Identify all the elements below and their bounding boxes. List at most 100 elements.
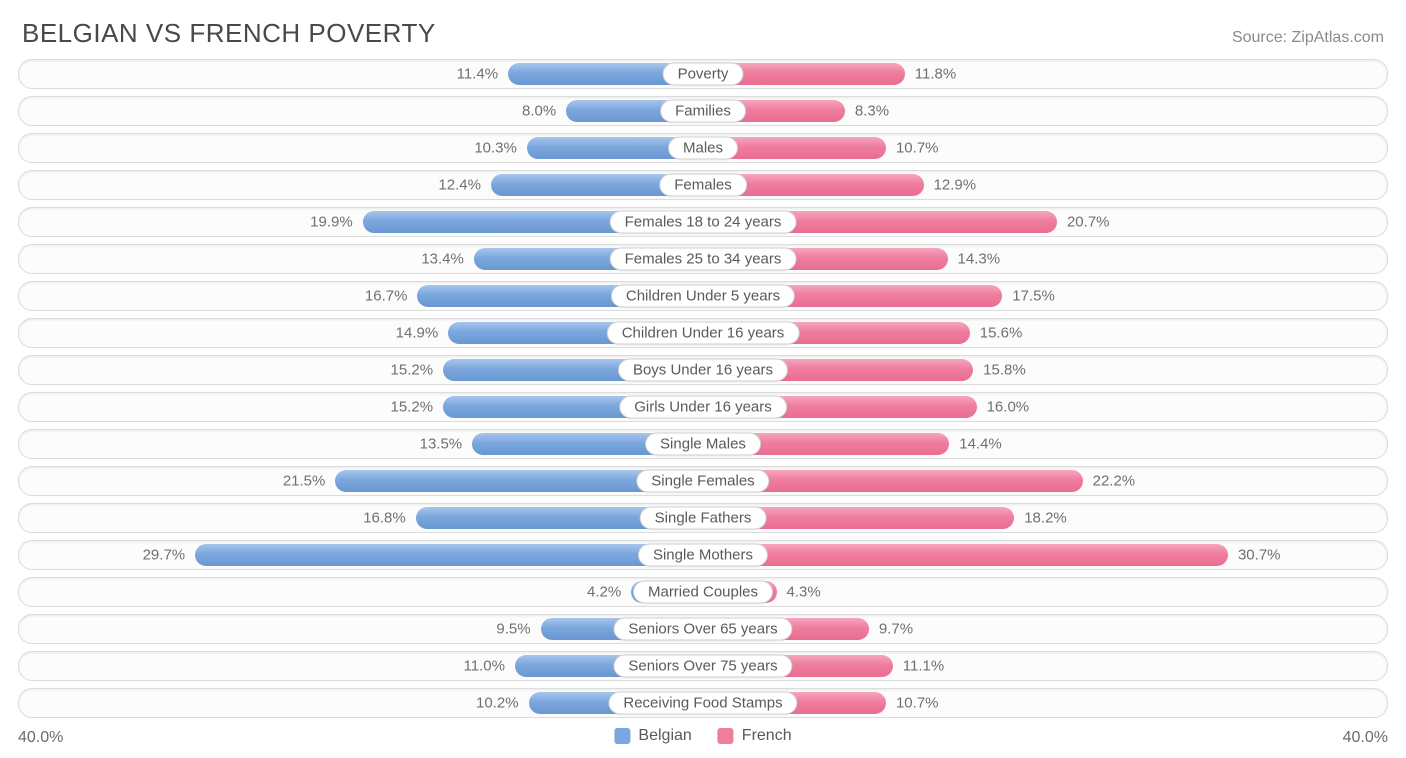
bar-half-left: 4.2% <box>19 578 703 606</box>
bar-half-right: 22.2% <box>703 467 1387 495</box>
value-belgian: 12.4% <box>438 177 481 194</box>
bar-half-right: 15.6% <box>703 319 1387 347</box>
category-label: Families <box>660 100 746 123</box>
value-belgian: 15.2% <box>391 362 434 379</box>
value-belgian: 9.5% <box>496 621 530 638</box>
bar-half-left: 15.2% <box>19 393 703 421</box>
category-label: Seniors Over 65 years <box>613 618 792 641</box>
bar-row: 13.5% 14.4% Single Males <box>18 429 1388 459</box>
legend-item-french: French <box>718 727 792 745</box>
bar-half-right: 9.7% <box>703 615 1387 643</box>
category-label: Girls Under 16 years <box>619 396 787 419</box>
bar-french <box>703 544 1228 566</box>
swatch-belgian-icon <box>614 728 630 744</box>
category-label: Females <box>659 174 747 197</box>
bar-half-left: 10.3% <box>19 134 703 162</box>
bar-half-right: 20.7% <box>703 208 1387 236</box>
value-belgian: 29.7% <box>143 547 186 564</box>
bar-belgian <box>195 544 703 566</box>
value-french: 11.8% <box>915 66 956 83</box>
bar-half-right: 12.9% <box>703 171 1387 199</box>
chart-source: Source: ZipAtlas.com <box>1232 29 1384 47</box>
bar-half-right: 4.3% <box>703 578 1387 606</box>
value-belgian: 11.0% <box>463 658 504 675</box>
diverging-bar-chart: 11.4%11.8%Poverty8.0%8.3%Families10.3%10… <box>18 59 1388 718</box>
bar-row: 16.8%18.2%Single Fathers <box>18 503 1388 533</box>
axis-max-right: 40.0% <box>1343 729 1388 747</box>
category-label: Females 18 to 24 years <box>610 211 797 234</box>
category-label: Children Under 5 years <box>611 285 795 308</box>
value-belgian: 8.0% <box>522 103 556 120</box>
bar-half-left: 10.2% <box>19 689 703 717</box>
axis-max-left: 40.0% <box>18 729 63 747</box>
value-belgian: 10.3% <box>474 140 517 157</box>
bar-half-right: 8.3% <box>703 97 1387 125</box>
value-belgian: 16.7% <box>365 288 408 305</box>
bar-half-right: 11.8% <box>703 60 1387 88</box>
bar-half-left: 14.9% <box>19 319 703 347</box>
category-label: Females 25 to 34 years <box>610 248 797 271</box>
value-belgian: 11.4% <box>457 66 498 83</box>
category-label: Seniors Over 75 years <box>613 655 792 678</box>
bar-row: 8.0% 8.3%Families <box>18 96 1388 126</box>
legend-label-french: French <box>742 727 792 745</box>
bar-half-left: 13.5% <box>19 430 703 458</box>
category-label: Single Mothers <box>638 544 768 567</box>
bar-row: 11.0% 11.1% Seniors Over 75 years <box>18 651 1388 681</box>
category-label: Boys Under 16 years <box>618 359 788 382</box>
value-belgian: 21.5% <box>283 473 326 490</box>
bar-half-right: 17.5% <box>703 282 1387 310</box>
value-belgian: 15.2% <box>391 399 434 416</box>
value-belgian: 4.2% <box>587 584 621 601</box>
bar-row: 12.4% 12.9% Females <box>18 170 1388 200</box>
value-french: 15.6% <box>980 325 1023 342</box>
bar-half-left: 11.4% <box>19 60 703 88</box>
bar-row: 10.3% 10.7% Males <box>18 133 1388 163</box>
bar-row: 19.9% 20.7%Females 18 to 24 years <box>18 207 1388 237</box>
bar-row: 11.4% 11.8% Poverty <box>18 59 1388 89</box>
value-french: 10.7% <box>896 695 939 712</box>
value-french: 10.7% <box>896 140 939 157</box>
bar-half-left: 13.4% <box>19 245 703 273</box>
category-label: Poverty <box>663 63 744 86</box>
bar-half-right: 15.8% <box>703 356 1387 384</box>
chart-header: BELGIAN VS FRENCH POVERTY Source: ZipAtl… <box>18 18 1388 59</box>
swatch-french-icon <box>718 728 734 744</box>
bar-half-right: 14.4% <box>703 430 1387 458</box>
value-french: 9.7% <box>879 621 913 638</box>
value-french: 15.8% <box>983 362 1026 379</box>
value-french: 18.2% <box>1024 510 1067 527</box>
value-french: 11.1% <box>903 658 944 675</box>
bar-row: 14.9%15.6%Children Under 16 years <box>18 318 1388 348</box>
bar-half-left: 16.7% <box>19 282 703 310</box>
bar-half-right: 30.7% <box>703 541 1387 569</box>
value-belgian: 13.5% <box>420 436 463 453</box>
bar-half-left: 19.9% <box>19 208 703 236</box>
value-belgian: 16.8% <box>363 510 406 527</box>
value-french: 12.9% <box>934 177 977 194</box>
bar-half-left: 9.5% <box>19 615 703 643</box>
category-label: Single Males <box>645 433 761 456</box>
bar-half-left: 8.0% <box>19 97 703 125</box>
value-belgian: 13.4% <box>421 251 464 268</box>
chart-footer: 40.0% Belgian French 40.0% <box>18 725 1388 755</box>
bar-half-left: 12.4% <box>19 171 703 199</box>
category-label: Married Couples <box>633 581 773 604</box>
bar-half-left: 21.5% <box>19 467 703 495</box>
bar-row: 29.7% 30.7%Single Mothers <box>18 540 1388 570</box>
category-label: Males <box>668 137 738 160</box>
bar-half-right: 10.7% <box>703 134 1387 162</box>
bar-half-left: 11.0% <box>19 652 703 680</box>
value-french: 14.3% <box>958 251 1001 268</box>
value-belgian: 19.9% <box>310 214 353 231</box>
value-french: 14.4% <box>959 436 1002 453</box>
bar-row: 21.5%22.2%Single Females <box>18 466 1388 496</box>
bar-row: 9.5% 9.7% Seniors Over 65 years <box>18 614 1388 644</box>
bar-row: 16.7% 17.5% Children Under 5 years <box>18 281 1388 311</box>
value-belgian: 14.9% <box>396 325 439 342</box>
value-french: 17.5% <box>1012 288 1055 305</box>
bar-row: 4.2% 4.3%Married Couples <box>18 577 1388 607</box>
bar-half-right: 16.0% <box>703 393 1387 421</box>
bar-half-left: 16.8% <box>19 504 703 532</box>
legend-item-belgian: Belgian <box>614 727 691 745</box>
